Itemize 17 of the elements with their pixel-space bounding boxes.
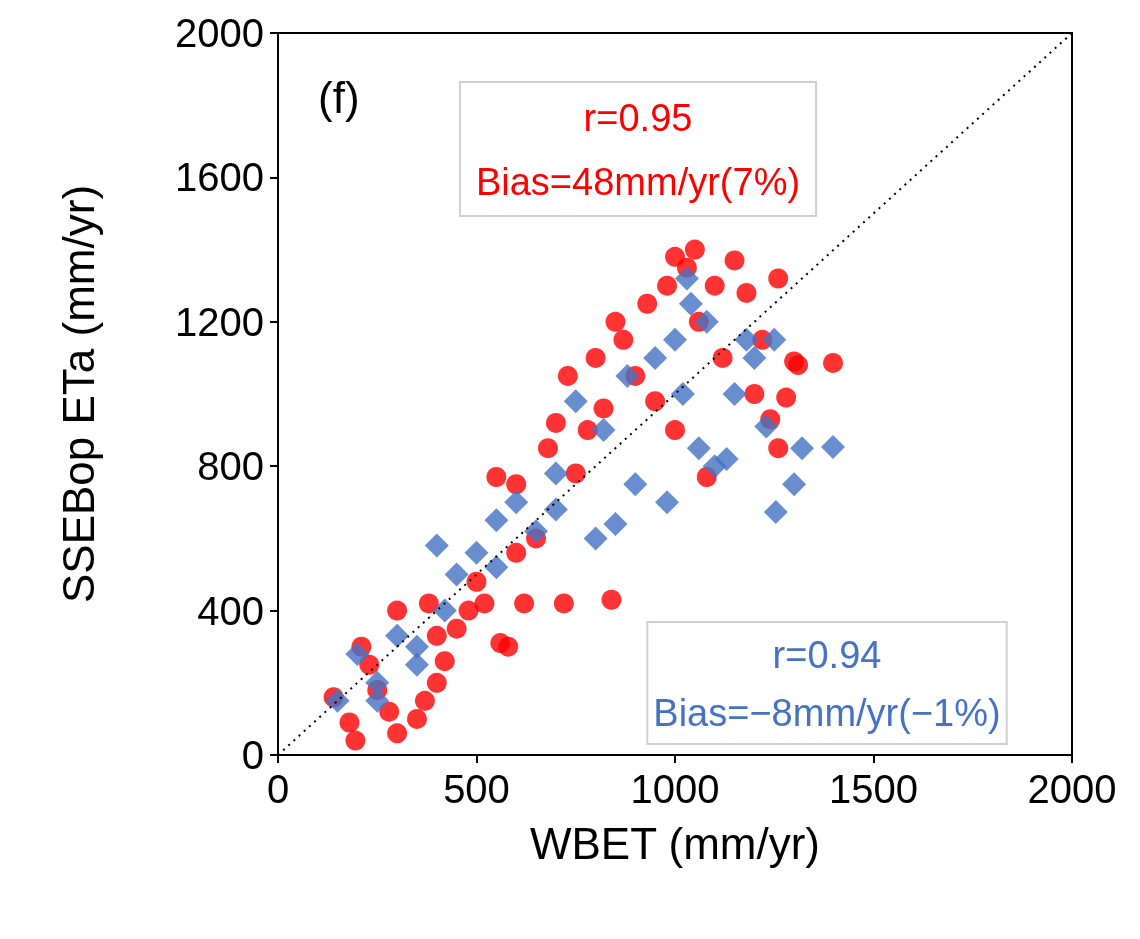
x-tick-label: 1000 [630,767,720,811]
annotation: Bias=−8mm/yr(−1%) [653,692,1001,734]
annotation: Bias=48mm/yr(7%) [475,161,801,203]
annotation: r=0.94 [772,634,882,676]
x-tick-label: 1500 [829,767,918,811]
annotation: r=0.95 [583,97,693,139]
x-tick-label: 2000 [1027,767,1117,811]
y-tick-label: 400 [197,588,264,633]
x-axis-title: WBET (mm/yr) [529,818,821,868]
y-tick-label: 1600 [175,155,264,200]
x-tick-label: 500 [443,767,510,811]
y-tick-label: 800 [197,444,264,489]
y-tick-label: 2000 [175,11,264,55]
y-tick-label: 1200 [175,299,264,344]
y-axis-title: SSEBop ETa (mm/yr) [53,184,103,604]
y-tick-label: 0 [241,733,264,777]
annotation: (f) [318,72,360,122]
